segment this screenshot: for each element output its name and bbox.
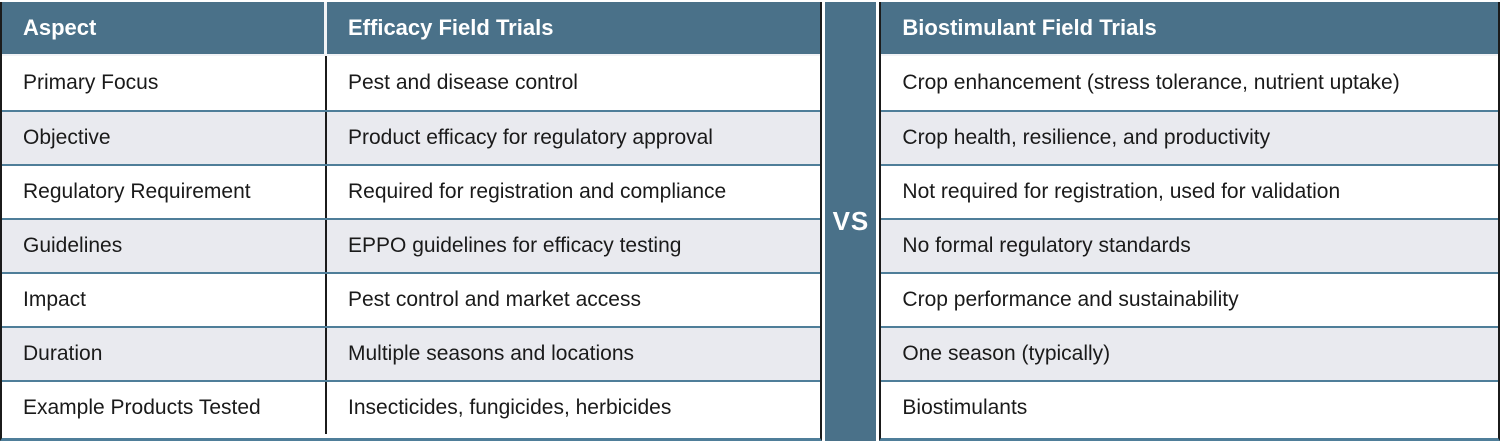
biostimulant-table: Biostimulant Field Trials Crop enhanceme… — [879, 2, 1501, 441]
table-row: Biostimulants — [881, 380, 1499, 434]
table-row: Example Products Tested Insecticides, fu… — [2, 380, 821, 434]
biostimulant-value: Crop health, resilience, and productivit… — [902, 126, 1271, 149]
aspect-label: Impact — [2, 274, 327, 326]
biostimulant-value: Crop performance and sustainability — [902, 288, 1239, 311]
efficacy-table: Aspect Efficacy Field Trials Primary Foc… — [0, 2, 823, 441]
table-row: Crop health, resilience, and productivit… — [881, 110, 1499, 164]
biostimulant-value: Crop enhancement (stress tolerance, nutr… — [902, 71, 1400, 94]
right-margin — [1500, 2, 1504, 441]
biostimulant-table-header-row: Biostimulant Field Trials — [881, 2, 1499, 56]
aspect-column-header: Aspect — [2, 2, 327, 54]
table-row: Crop enhancement (stress tolerance, nutr… — [881, 56, 1499, 110]
table-row: Objective Product efficacy for regulator… — [2, 110, 821, 164]
table-row: One season (typically) — [881, 326, 1499, 380]
aspect-label: Regulatory Requirement — [2, 166, 327, 218]
efficacy-column-header: Efficacy Field Trials — [348, 15, 554, 40]
vs-label: VS — [832, 206, 870, 236]
aspect-label: Objective — [2, 112, 327, 164]
efficacy-table-header-row: Aspect Efficacy Field Trials — [2, 2, 821, 56]
biostimulant-column-header: Biostimulant Field Trials — [902, 15, 1157, 40]
table-row: Not required for registration, used for … — [881, 164, 1499, 218]
efficacy-value: Multiple seasons and locations — [348, 342, 635, 365]
table-row: Impact Pest control and market access — [2, 272, 821, 326]
biostimulant-value: Biostimulants — [902, 396, 1028, 419]
efficacy-value: Pest and disease control — [348, 71, 578, 94]
table-row: Guidelines EPPO guidelines for efficacy … — [2, 218, 821, 272]
table-row: Crop performance and sustainability — [881, 272, 1499, 326]
biostimulant-value: No formal regulatory standards — [902, 234, 1191, 257]
aspect-label: Guidelines — [2, 220, 327, 272]
table-row: Duration Multiple seasons and locations — [2, 326, 821, 380]
efficacy-value: Required for registration and compliance — [348, 180, 727, 203]
aspect-label: Example Products Tested — [2, 382, 327, 434]
efficacy-value: Product efficacy for regulatory approval — [348, 126, 713, 149]
efficacy-value: EPPO guidelines for efficacy testing — [348, 234, 682, 257]
table-row: No formal regulatory standards — [881, 218, 1499, 272]
biostimulant-value: One season (typically) — [902, 342, 1111, 365]
efficacy-value: Pest control and market access — [348, 288, 641, 311]
vs-divider: VS — [825, 2, 877, 441]
aspect-label: Primary Focus — [2, 56, 327, 110]
efficacy-value: Insecticides, fungicides, herbicides — [348, 396, 672, 419]
table-row: Primary Focus Pest and disease control — [2, 56, 821, 110]
aspect-label: Duration — [2, 328, 327, 380]
biostimulant-value: Not required for registration, used for … — [902, 180, 1341, 203]
table-row: Regulatory Requirement Required for regi… — [2, 164, 821, 218]
